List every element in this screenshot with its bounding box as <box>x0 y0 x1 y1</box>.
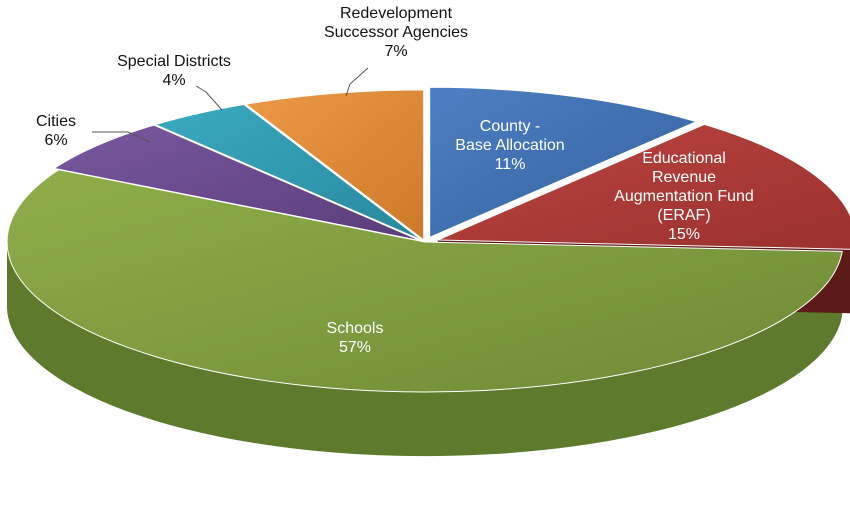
redev-percent-label: 7% <box>384 43 407 60</box>
schools-slice <box>6 169 843 393</box>
schools-name-line: Schools <box>327 320 384 337</box>
county-slice <box>429 86 698 239</box>
redev-label: Redevelopment Successor Agencies 7% <box>324 5 468 60</box>
special-districts-leader-line <box>195 85 223 111</box>
special-districts-slice <box>153 103 423 241</box>
eraf-percent-label: 15% <box>668 226 700 243</box>
county-name-line: Base Allocation <box>455 137 564 154</box>
cities-label: Cities 6% <box>36 113 76 149</box>
eraf-name-line: Educational <box>642 150 726 167</box>
county-name-line: County - <box>480 118 540 135</box>
eraf-slice <box>437 123 850 250</box>
county-percent-label: 11% <box>495 156 526 173</box>
schools-label: Schools 57% <box>327 320 384 356</box>
schools-percent-label: 57% <box>339 339 371 356</box>
special-label: Special Districts 4% <box>117 53 231 89</box>
redev-name-line: Redevelopment <box>340 5 453 22</box>
eraf-name-line: Augmentation Fund <box>614 188 754 205</box>
county-label: County - Base Allocation 11% <box>455 118 564 173</box>
cities-percent-label: 6% <box>44 132 67 149</box>
cities-slice <box>52 124 421 242</box>
cities-name-line: Cities <box>36 113 76 130</box>
special-name-line: Special Districts <box>117 53 231 70</box>
redev-name-line: Successor Agencies <box>324 24 468 41</box>
cities-leader-line <box>92 131 151 143</box>
redevelopment-slice <box>244 89 425 241</box>
special-percent-label: 4% <box>162 72 185 89</box>
eraf-name-line: Revenue <box>652 169 716 186</box>
eraf-name-line: (ERAF) <box>657 207 710 224</box>
redevelopment-leader-line <box>345 67 369 97</box>
slice-labels: County - Base Allocation 11% Educational Rev… <box>36 5 754 356</box>
eraf-label: Educational Revenue Augmentation Fund (ERAF… <box>614 150 754 243</box>
schools-slice-side <box>6 242 843 457</box>
